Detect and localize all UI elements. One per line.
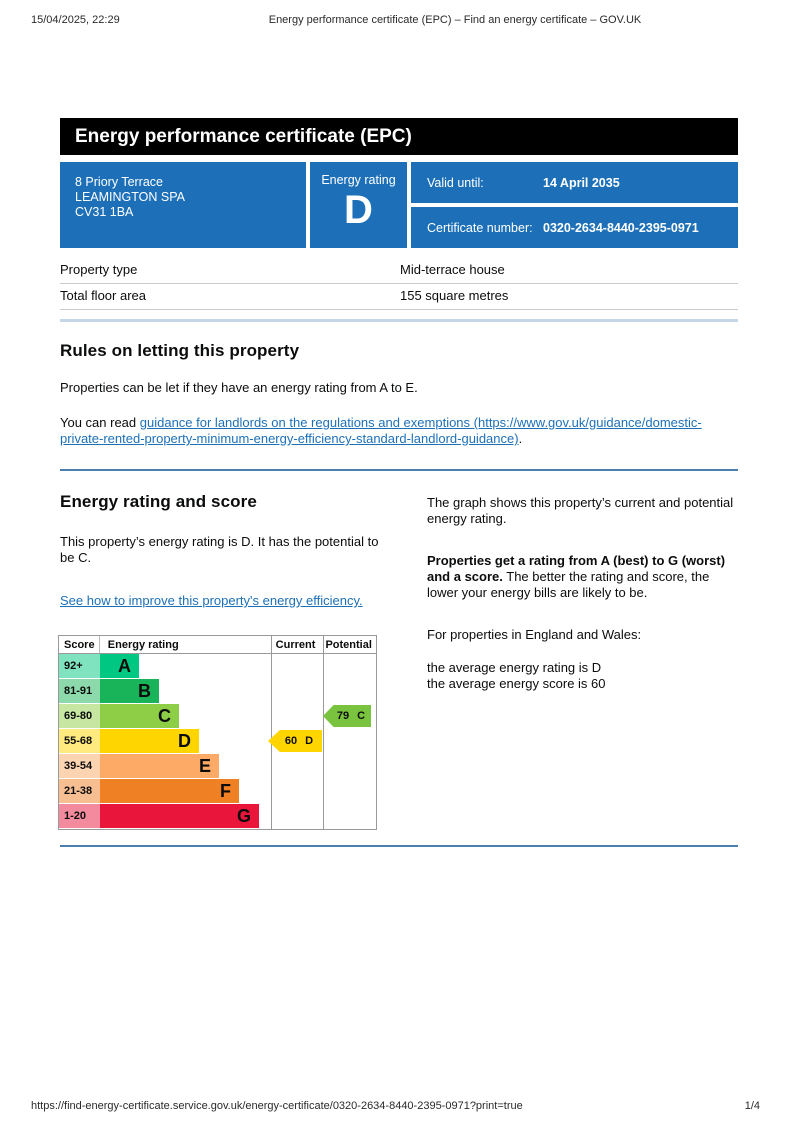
epc-band-row-b: 81-91 B	[59, 679, 376, 703]
chart-gridline	[271, 636, 272, 829]
graph-description-text: The graph shows this property’s current …	[427, 495, 734, 526]
chart-header-score: Score	[59, 636, 100, 653]
band-score-range: 69-80	[59, 704, 100, 728]
rating-summary-text: This property’s energy rating is D. It h…	[60, 534, 379, 565]
table-row-floor-area: Total floor area 155 square metres	[60, 284, 738, 310]
energy-rating-value: D	[344, 188, 373, 232]
average-score-line: the average energy score is 60	[427, 676, 606, 691]
energy-rating-section: Energy rating and score This property’s …	[58, 492, 738, 830]
property-address-box: 8 Priory Terrace LEAMINGTON SPA CV31 1BA	[60, 162, 306, 248]
property-details-table: Property type Mid-terrace house Total fl…	[60, 258, 738, 310]
band-score-range: 81-91	[59, 679, 100, 703]
address-line-2: LEAMINGTON SPA	[75, 190, 185, 204]
band-bar-d: D	[100, 729, 199, 753]
epc-band-row-d: 55-68 D	[59, 729, 376, 753]
chart-header-rating: Energy rating	[107, 638, 179, 651]
section-divider	[60, 469, 738, 471]
band-bar-f: F	[100, 779, 239, 803]
chart-gridline	[323, 636, 324, 829]
rating-explanation-bold: Properties get a rating from A (best) to…	[427, 553, 726, 584]
floor-area-value: 155 square metres	[400, 288, 509, 303]
potential-rating-arrow: 79 C	[323, 705, 371, 727]
epc-band-row-e: 39-54 E	[59, 754, 376, 778]
section-divider	[60, 319, 738, 322]
energy-rating-box: Energy rating D	[310, 162, 407, 248]
print-header-datetime: 15/04/2025, 22:29	[31, 14, 120, 26]
epc-chart-rows: 92+ A 81-91 B 69-80 C 55-68 D 39-54 E 21-38 F 1-20 G	[59, 654, 376, 828]
certificate-number-value: 0320-2634-8440-2395-0971	[543, 220, 699, 235]
landlord-guidance-link[interactable]: guidance for landlords on the regulation…	[60, 415, 702, 446]
band-bar-e: E	[100, 754, 219, 778]
address-line-3: CV31 1BA	[75, 205, 134, 219]
band-bar-b: B	[100, 679, 159, 703]
band-bar-c: C	[100, 704, 179, 728]
epc-band-row-c: 69-80 C	[59, 704, 376, 728]
epc-band-row-g: 1-20 G	[59, 804, 376, 828]
potential-letter: C	[357, 710, 366, 722]
property-type-value: Mid-terrace house	[400, 262, 505, 277]
current-score: 60	[284, 735, 298, 747]
rating-heading: Energy rating and score	[60, 492, 257, 511]
guidance-text-prefix: You can read	[60, 415, 140, 430]
property-type-label: Property type	[60, 262, 138, 277]
rating-left-column: Energy rating and score This property’s …	[58, 492, 410, 830]
band-score-range: 92+	[59, 654, 100, 678]
valid-until-label: Valid until:	[427, 175, 484, 190]
improve-efficiency-link[interactable]: See how to improve this property's energ…	[60, 593, 363, 608]
average-rating-line: the average energy rating is D	[427, 660, 602, 675]
valid-until-box: Valid until: 14 April 2035	[411, 162, 738, 203]
floor-area-label: Total floor area	[60, 288, 146, 303]
rules-paragraph: Properties can be let if they have an en…	[60, 380, 418, 395]
print-footer-url: https://find-energy-certificate.service.…	[31, 1100, 523, 1112]
band-score-range: 21-38	[59, 779, 100, 803]
rating-right-column: The graph shows this property’s current …	[427, 492, 738, 830]
chart-header-potential: Potential	[325, 638, 372, 651]
guidance-text-suffix: .	[518, 431, 523, 446]
band-bar-g: G	[100, 804, 259, 828]
valid-until-value: 14 April 2035	[543, 175, 620, 190]
section-divider	[60, 845, 738, 847]
address-line-1: 8 Priory Terrace	[75, 175, 163, 189]
print-footer-page-number: 1/4	[744, 1100, 760, 1112]
potential-score: 79	[336, 710, 350, 722]
certificate-title: Energy performance certificate (EPC)	[75, 125, 412, 147]
current-rating-arrow: 60 D	[268, 730, 322, 752]
current-letter: D	[305, 735, 314, 747]
epc-band-row-f: 21-38 F	[59, 779, 376, 803]
energy-rating-label: Energy rating	[321, 173, 396, 187]
epc-rating-chart: Score Energy rating Current Potential 92…	[58, 635, 377, 830]
england-wales-text: For properties in England and Wales:	[427, 627, 642, 642]
band-bar-a: A	[100, 654, 139, 678]
epc-band-row-a: 92+ A	[59, 654, 376, 678]
print-header-title: Energy performance certificate (EPC) – F…	[268, 14, 642, 26]
band-score-range: 1-20	[59, 804, 100, 828]
rating-explanation-rest: The better the rating and score, the low…	[427, 569, 710, 600]
rating-explanation-text: Properties get a rating from A (best) to…	[427, 553, 738, 601]
certificate-meta-boxes: Valid until: 14 April 2035 Certificate n…	[411, 162, 738, 248]
table-row-property-type: Property type Mid-terrace house	[60, 258, 738, 284]
band-score-range: 39-54	[59, 754, 100, 778]
chart-header-current: Current	[275, 638, 316, 651]
band-score-range: 55-68	[59, 729, 100, 753]
chart-header-row: Score Energy rating Current Potential	[59, 636, 376, 654]
certificate-page: Energy performance certificate (EPC) 8 P…	[58, 118, 738, 847]
certificate-number-label: Certificate number:	[427, 220, 533, 235]
certificate-number-box: Certificate number: 0320-2634-8440-2395-…	[411, 207, 738, 248]
guidance-paragraph: You can read guidance for landlords on t…	[60, 415, 738, 447]
certificate-banner: Energy performance certificate (EPC)	[60, 118, 738, 155]
rules-heading: Rules on letting this property	[60, 341, 300, 360]
certificate-summary: 8 Priory Terrace LEAMINGTON SPA CV31 1BA…	[60, 162, 738, 248]
